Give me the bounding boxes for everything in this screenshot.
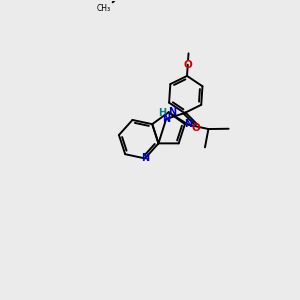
Text: H: H bbox=[158, 108, 166, 118]
Text: N: N bbox=[141, 153, 149, 164]
Text: N: N bbox=[168, 107, 176, 117]
Text: O: O bbox=[183, 60, 192, 70]
Text: N: N bbox=[184, 119, 193, 129]
Text: N: N bbox=[162, 114, 170, 124]
Text: O: O bbox=[192, 123, 201, 133]
Text: CH₃: CH₃ bbox=[96, 4, 110, 13]
